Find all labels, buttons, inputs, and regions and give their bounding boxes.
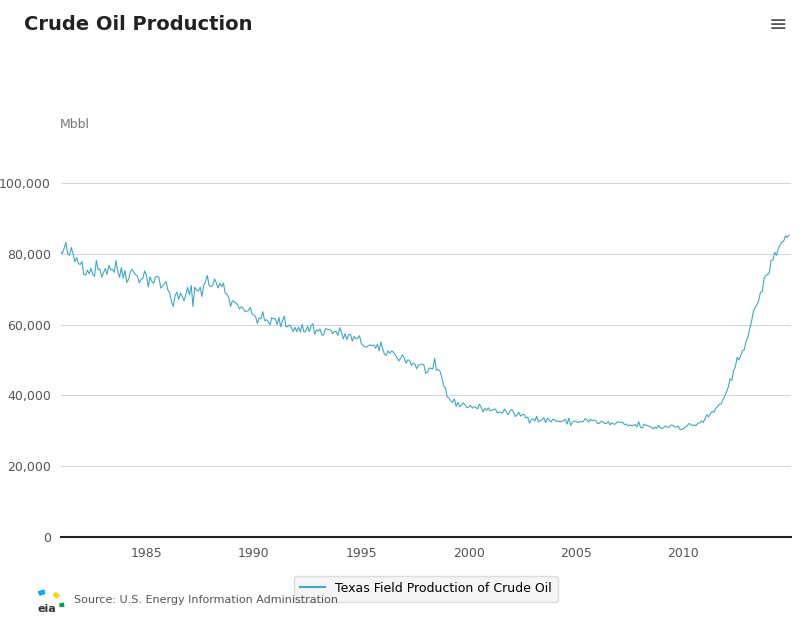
Text: Mbbl: Mbbl xyxy=(60,118,90,131)
Text: eia: eia xyxy=(37,604,56,614)
Legend: Texas Field Production of Crude Oil: Texas Field Production of Crude Oil xyxy=(294,576,558,602)
Text: Crude Oil Production: Crude Oil Production xyxy=(24,15,253,35)
Text: Source: U.S. Energy Information Administration: Source: U.S. Energy Information Administ… xyxy=(74,595,338,605)
Text: ≡: ≡ xyxy=(768,15,787,35)
